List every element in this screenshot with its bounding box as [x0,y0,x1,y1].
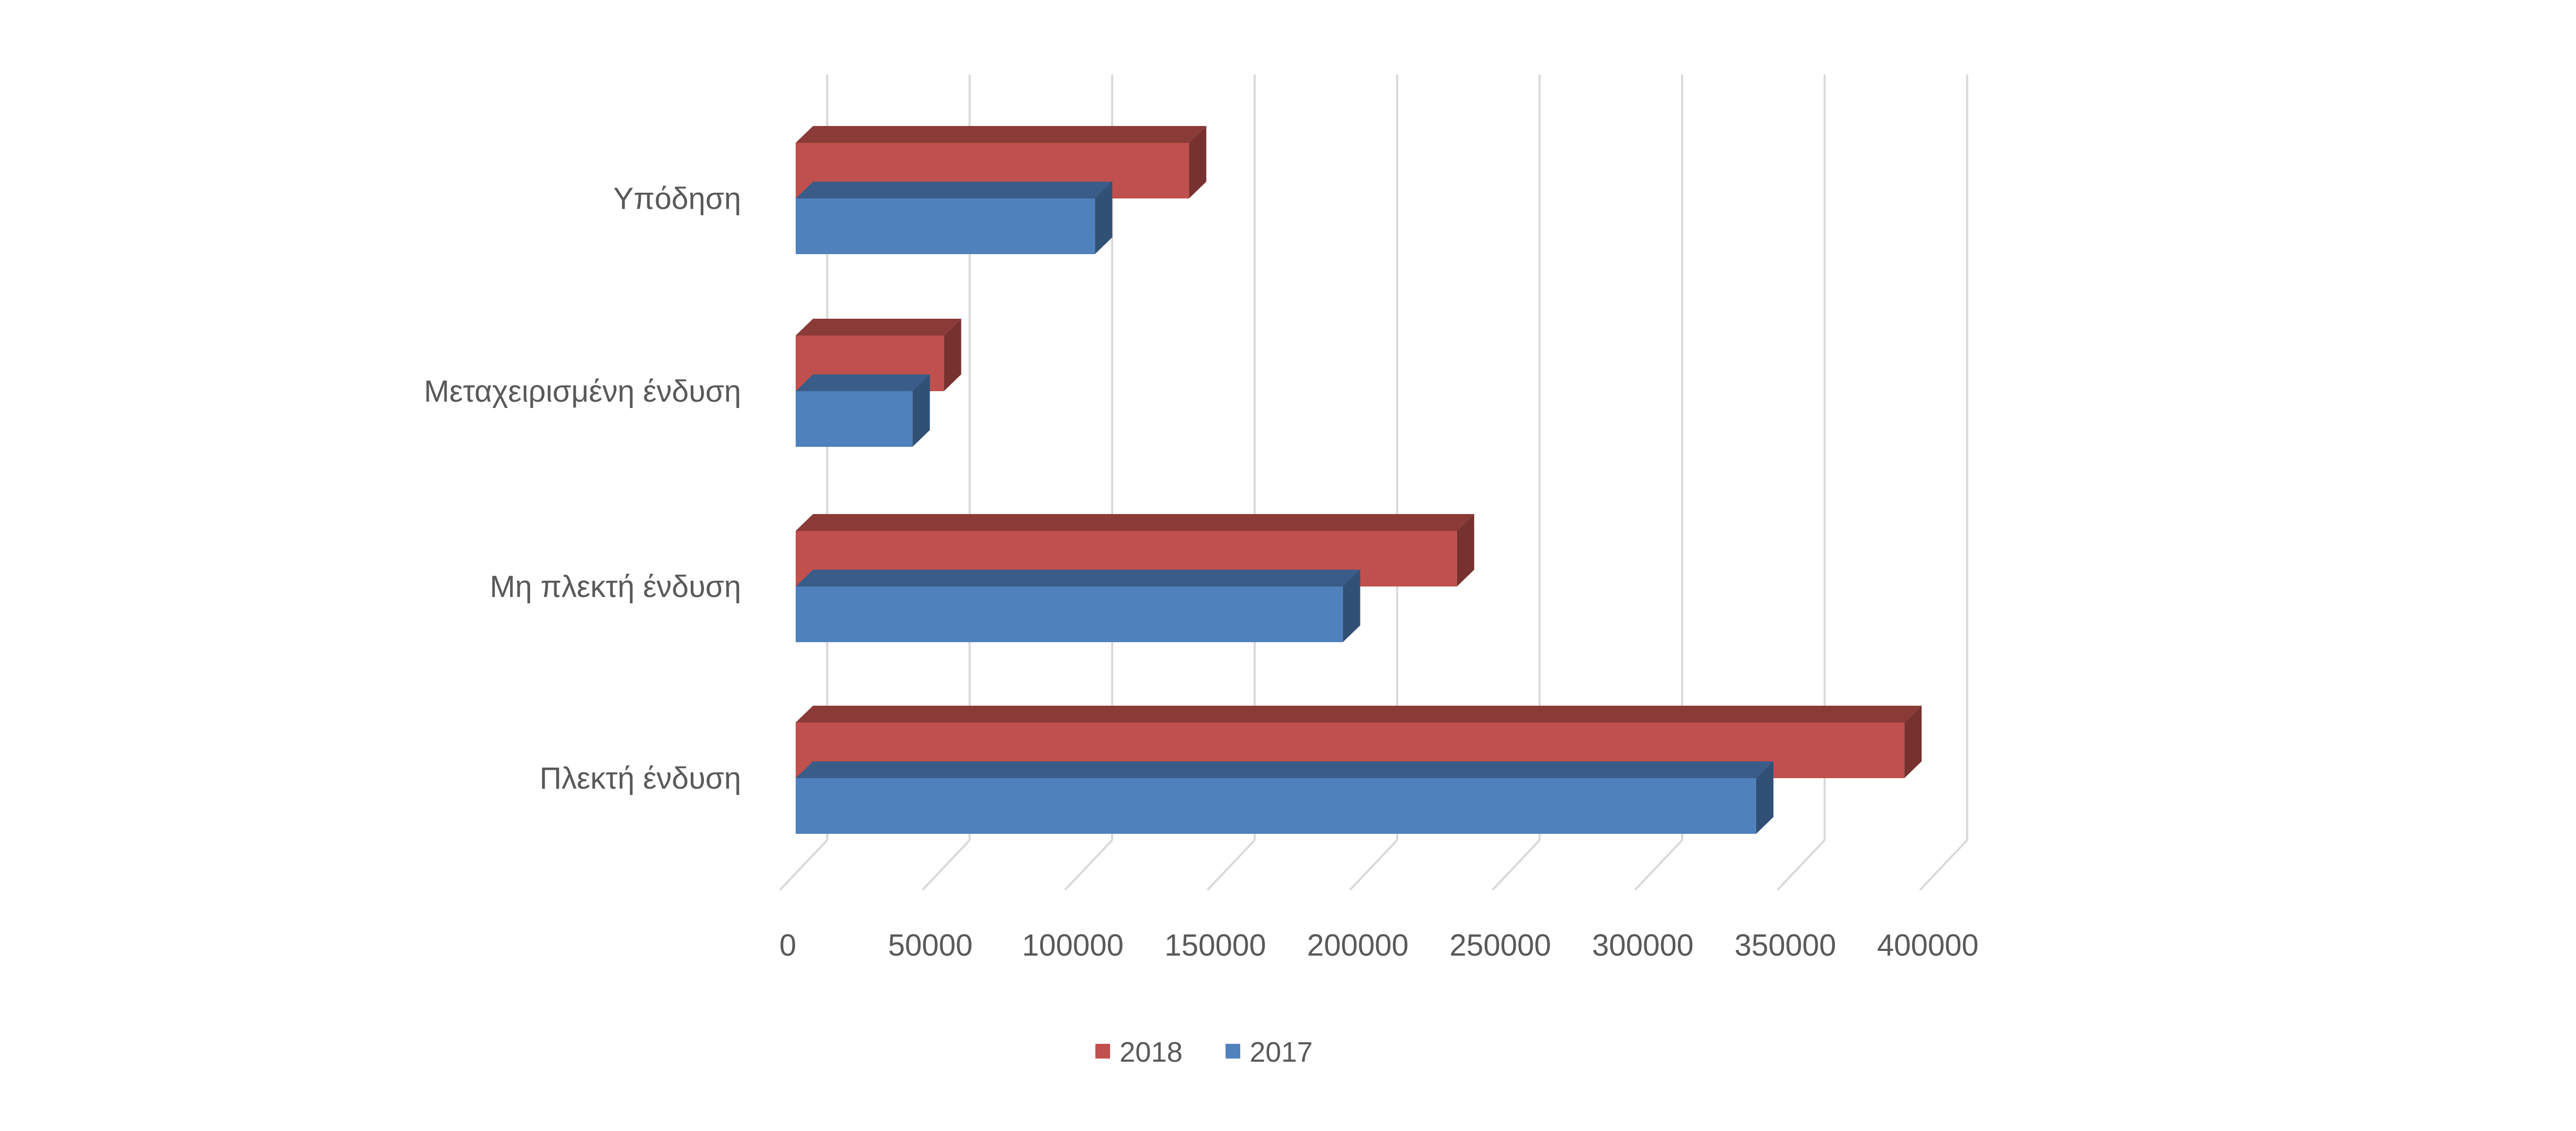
bar-2017-2 [796,570,1360,642]
x-tick-label: 150000 [1165,928,1266,962]
legend-swatch-2018 [1095,1044,1110,1059]
bar-top-face [796,514,1474,531]
y-axis-category-labels: Πλεκτή ένδυση Μη πλεκτή ένδυση Μεταχειρισμ… [424,182,741,795]
x-tick-label: 250000 [1450,928,1551,962]
x-tick-label: 350000 [1735,928,1836,962]
bar-2018-4 [796,126,1207,198]
bar-2017-1 [796,761,1773,834]
category-label: Υπόδηση [613,182,741,216]
bar-2017-3 [796,374,930,447]
x-tick-label: 100000 [1022,928,1124,962]
gridline-floor [1207,839,1255,891]
category-label: Μεταχειρισμένη ένδυση [424,374,741,409]
gridline-floor [1492,839,1540,891]
bar-side-face [1343,570,1360,642]
gridline-floor [1634,839,1683,891]
x-tick-label: 50000 [888,928,973,962]
bar-top-face [796,706,1922,722]
bar-front-face [796,391,913,447]
bar-side-face [912,374,930,447]
gridline-floor [922,839,970,891]
gridline-floor [1777,839,1825,891]
category-label: Πλεκτή ένδυση [540,761,741,795]
legend-swatch-2017 [1226,1044,1240,1059]
x-axis-tick-labels: 0 50000 100000 150000 200000 250000 300000 3500… [779,928,1979,962]
gridline-floor [1349,839,1398,891]
bar-side-face [1095,182,1113,254]
bar-side-face [1189,126,1207,198]
bar-side-face [1456,514,1474,587]
x-tick-label: 400000 [1877,928,1979,962]
gridline-floor [1064,839,1113,891]
bar-side-face [1756,761,1773,834]
gridline-floor [779,839,828,891]
bar-top-face [796,126,1207,143]
x-tick-label: 0 [779,928,796,962]
bar-front-face [796,198,1095,254]
bar-side-face [1904,706,1922,778]
bar-side-face [944,319,962,391]
legend-label-2017: 2017 [1250,1036,1313,1068]
x-tick-label: 300000 [1592,928,1694,962]
bar-top-face [796,761,1773,778]
bar-front-face [796,587,1343,642]
bars [796,126,1922,834]
legend: 2018 2017 [1095,1036,1313,1068]
bar-top-face [796,182,1113,198]
gridline-floor [1919,839,1968,891]
bar-top-face [796,374,930,391]
bar-2017-4 [796,182,1113,254]
x-tick-label: 200000 [1307,928,1409,962]
bar-top-face [796,570,1360,587]
bar-top-face [796,319,962,336]
legend-label-2018: 2018 [1120,1036,1183,1068]
bar-front-face [796,778,1756,834]
category-label: Μη πλεκτή ένδυση [490,570,741,604]
